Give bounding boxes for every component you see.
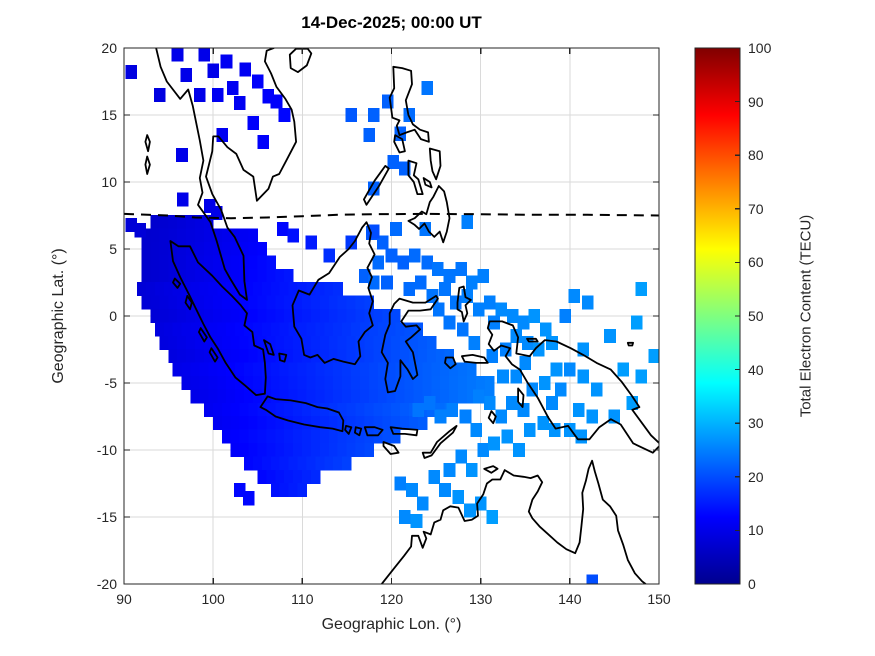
coastline-java [259,395,345,433]
coastline-pagai [208,347,219,363]
colorbar-tick-label: 60 [748,254,764,271]
dip-equator-line [124,212,659,220]
y-tick-label: 5 [109,241,117,257]
coastline-andaman-south [144,155,151,175]
colorbar-tick-label: 40 [748,361,764,378]
coastline-belitung [278,352,288,363]
coastline-palawan [363,165,390,206]
colorbar-tick-label: 70 [748,200,764,217]
colorbar-label: Total Electron Content (TECU) [797,214,815,418]
x-tick-label: 110 [291,591,314,607]
x-tick-label: 130 [468,591,493,607]
colorbar-tick-label: 80 [748,147,764,164]
colorbar-gradient [695,48,740,584]
coastline-mainland-southeast-asia [155,48,297,301]
x-axis-label: Geographic Lon. (°) [321,616,462,633]
coastline-siberut [198,327,208,343]
y-axis-label: Geographic Lat. (°) [50,248,67,384]
coastline-andaman-north [144,134,151,153]
colorbar-tick-marks [735,47,740,585]
coastline-cebu-bohol [422,177,433,189]
y-tick-label: -5 [104,375,117,391]
coastline-sulawesi [380,295,439,394]
colorbar-tick-label: 100 [748,40,772,56]
colorbar-tick-label: 10 [748,522,764,539]
y-tick-label: 20 [101,40,117,56]
y-tick-label: 15 [101,107,117,123]
colorbar-tick-label: 90 [748,93,764,110]
x-tick-label: 100 [201,591,225,607]
tec-cells [125,48,659,584]
coastline-panay-negros [407,159,424,195]
x-tick-label: 140 [558,591,582,607]
y-tick-label: -20 [96,576,117,592]
coastline-borneo [291,221,376,366]
coastline-yapen [526,337,539,343]
coastline-tanimbar [487,410,497,425]
coastline-samar-leyte [428,147,442,181]
coastline-melville [483,465,499,474]
colorbar-tick-label: 20 [748,468,764,485]
coastline-sumbawa [363,426,384,437]
colorbar-tick-label: 0 [748,576,756,592]
x-tick-label: 150 [647,591,671,607]
colorbar-tick-label: 50 [748,308,764,324]
coastlines [144,48,659,584]
coastline-lombok [354,426,363,437]
y-tick-label: -15 [96,509,117,525]
coastline-mindoro [393,134,406,154]
coastline-manus [626,341,634,347]
y-tick-label: 0 [109,308,117,324]
coastline-aru [517,387,525,408]
coastline-australia [380,459,647,584]
axis-tick-marks [123,47,660,585]
coastline-mindanao [407,185,451,244]
coastline-buru [444,356,457,370]
coastline-bangka [263,339,275,356]
plot-title: 14-Dec-2025; 00:00 UT [301,13,482,32]
coastline-bali [344,425,353,435]
y-tick-label: -10 [96,442,117,458]
coastline-sumba [382,441,400,455]
coastline-nias [184,295,193,311]
y-tick-label: 10 [101,174,117,190]
coastline-simeulue [172,277,182,289]
x-tick-label: 90 [116,591,132,607]
coastline-seram [461,354,489,364]
colorbar-tick-label: 30 [748,415,764,432]
coastline-flores [389,426,419,437]
coastline-hainan [288,48,313,73]
x-tick-label: 120 [379,591,404,607]
coastline-new-guinea [486,320,659,454]
coastline-timor [421,425,458,459]
coastline-halmahera [456,285,472,323]
coastline-luzon [388,65,430,143]
coastline-sumatra [169,240,267,396]
